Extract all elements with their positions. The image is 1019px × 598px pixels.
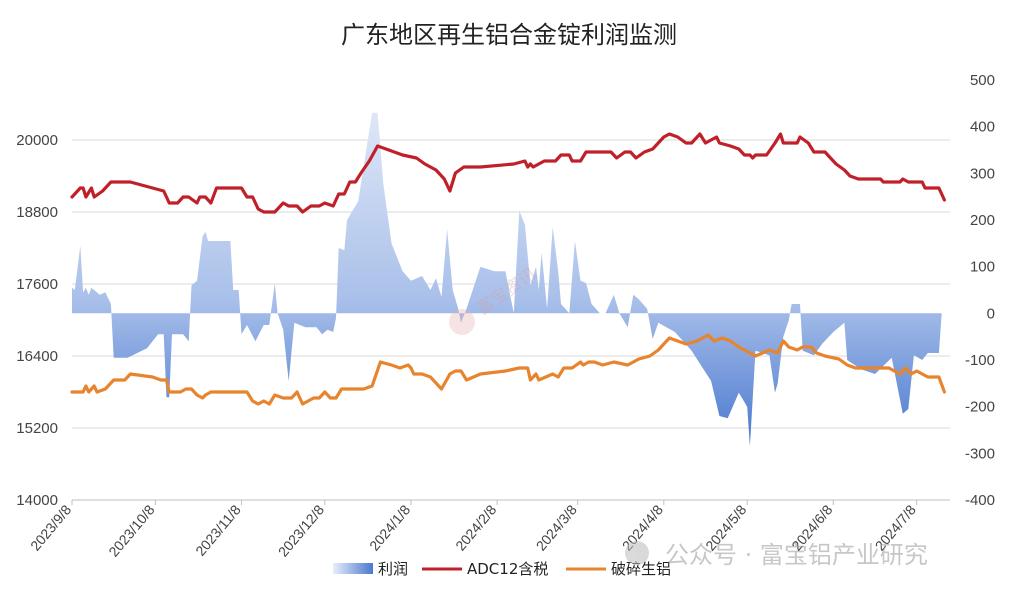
series-profit-area [72, 112, 942, 447]
legend: 利润 ADC12含税 破碎生铝 [333, 560, 671, 578]
wechat-icon [625, 541, 649, 565]
legend-item-adc12: ADC12含税 [422, 560, 548, 578]
right-tick-label: 200 [970, 212, 995, 229]
x-tick-label: 2024/2/8 [452, 501, 499, 553]
legend-label-adc12: ADC12含税 [467, 560, 548, 578]
x-tick-label: 2024/3/8 [533, 501, 580, 553]
left-axis: 14000 15200 16400 17600 18800 20000 [16, 132, 58, 509]
footer-watermark: 公众号 · 富宝铝产业研究 [625, 541, 928, 569]
series-profit-area-layer [72, 112, 942, 447]
right-tick-label: 400 [970, 119, 995, 136]
legend-label-profit: 利润 [378, 560, 408, 578]
chart-title: 广东地区再生铝合金锭利润监测 [341, 21, 677, 49]
right-tick-label: -300 [965, 445, 995, 462]
watermark-flame-icon [449, 309, 475, 335]
right-tick-label: -200 [965, 399, 995, 416]
right-tick-label: 100 [970, 259, 995, 276]
series-adc12-line [70, 132, 946, 214]
right-axis: -400 -300 -200 -100 0 100 200 300 400 500 [965, 72, 995, 509]
left-tick-label: 14000 [16, 492, 58, 509]
x-tick-label: 2023/10/8 [105, 501, 157, 559]
footer-watermark-text: 公众号 · 富宝铝产业研究 [665, 541, 928, 569]
left-tick-label: 15200 [16, 420, 58, 437]
x-tick-label: 2023/12/8 [275, 501, 327, 559]
left-tick-label: 17600 [16, 276, 58, 293]
series-lines-layer [70, 132, 946, 406]
left-tick-label: 18800 [16, 204, 58, 221]
left-tick-label: 20000 [16, 132, 58, 149]
legend-swatch-profit [333, 563, 373, 574]
legend-label-scrap: 破碎生铝 [611, 560, 671, 578]
legend-item-scrap: 破碎生铝 [566, 560, 671, 578]
right-tick-label: 300 [970, 165, 995, 182]
right-tick-label: 0 [987, 305, 995, 322]
x-tick-label: 2023/9/8 [27, 501, 74, 553]
left-tick-label: 16400 [16, 348, 58, 365]
right-tick-label: 500 [970, 72, 995, 89]
right-tick-label: -100 [965, 352, 995, 369]
x-tick-label: 2024/1/8 [366, 501, 413, 553]
series-scrap-line [70, 333, 946, 406]
legend-item-profit: 利润 [333, 560, 408, 578]
right-tick-label: -400 [965, 492, 995, 509]
x-tick-label: 2023/11/8 [192, 501, 244, 558]
